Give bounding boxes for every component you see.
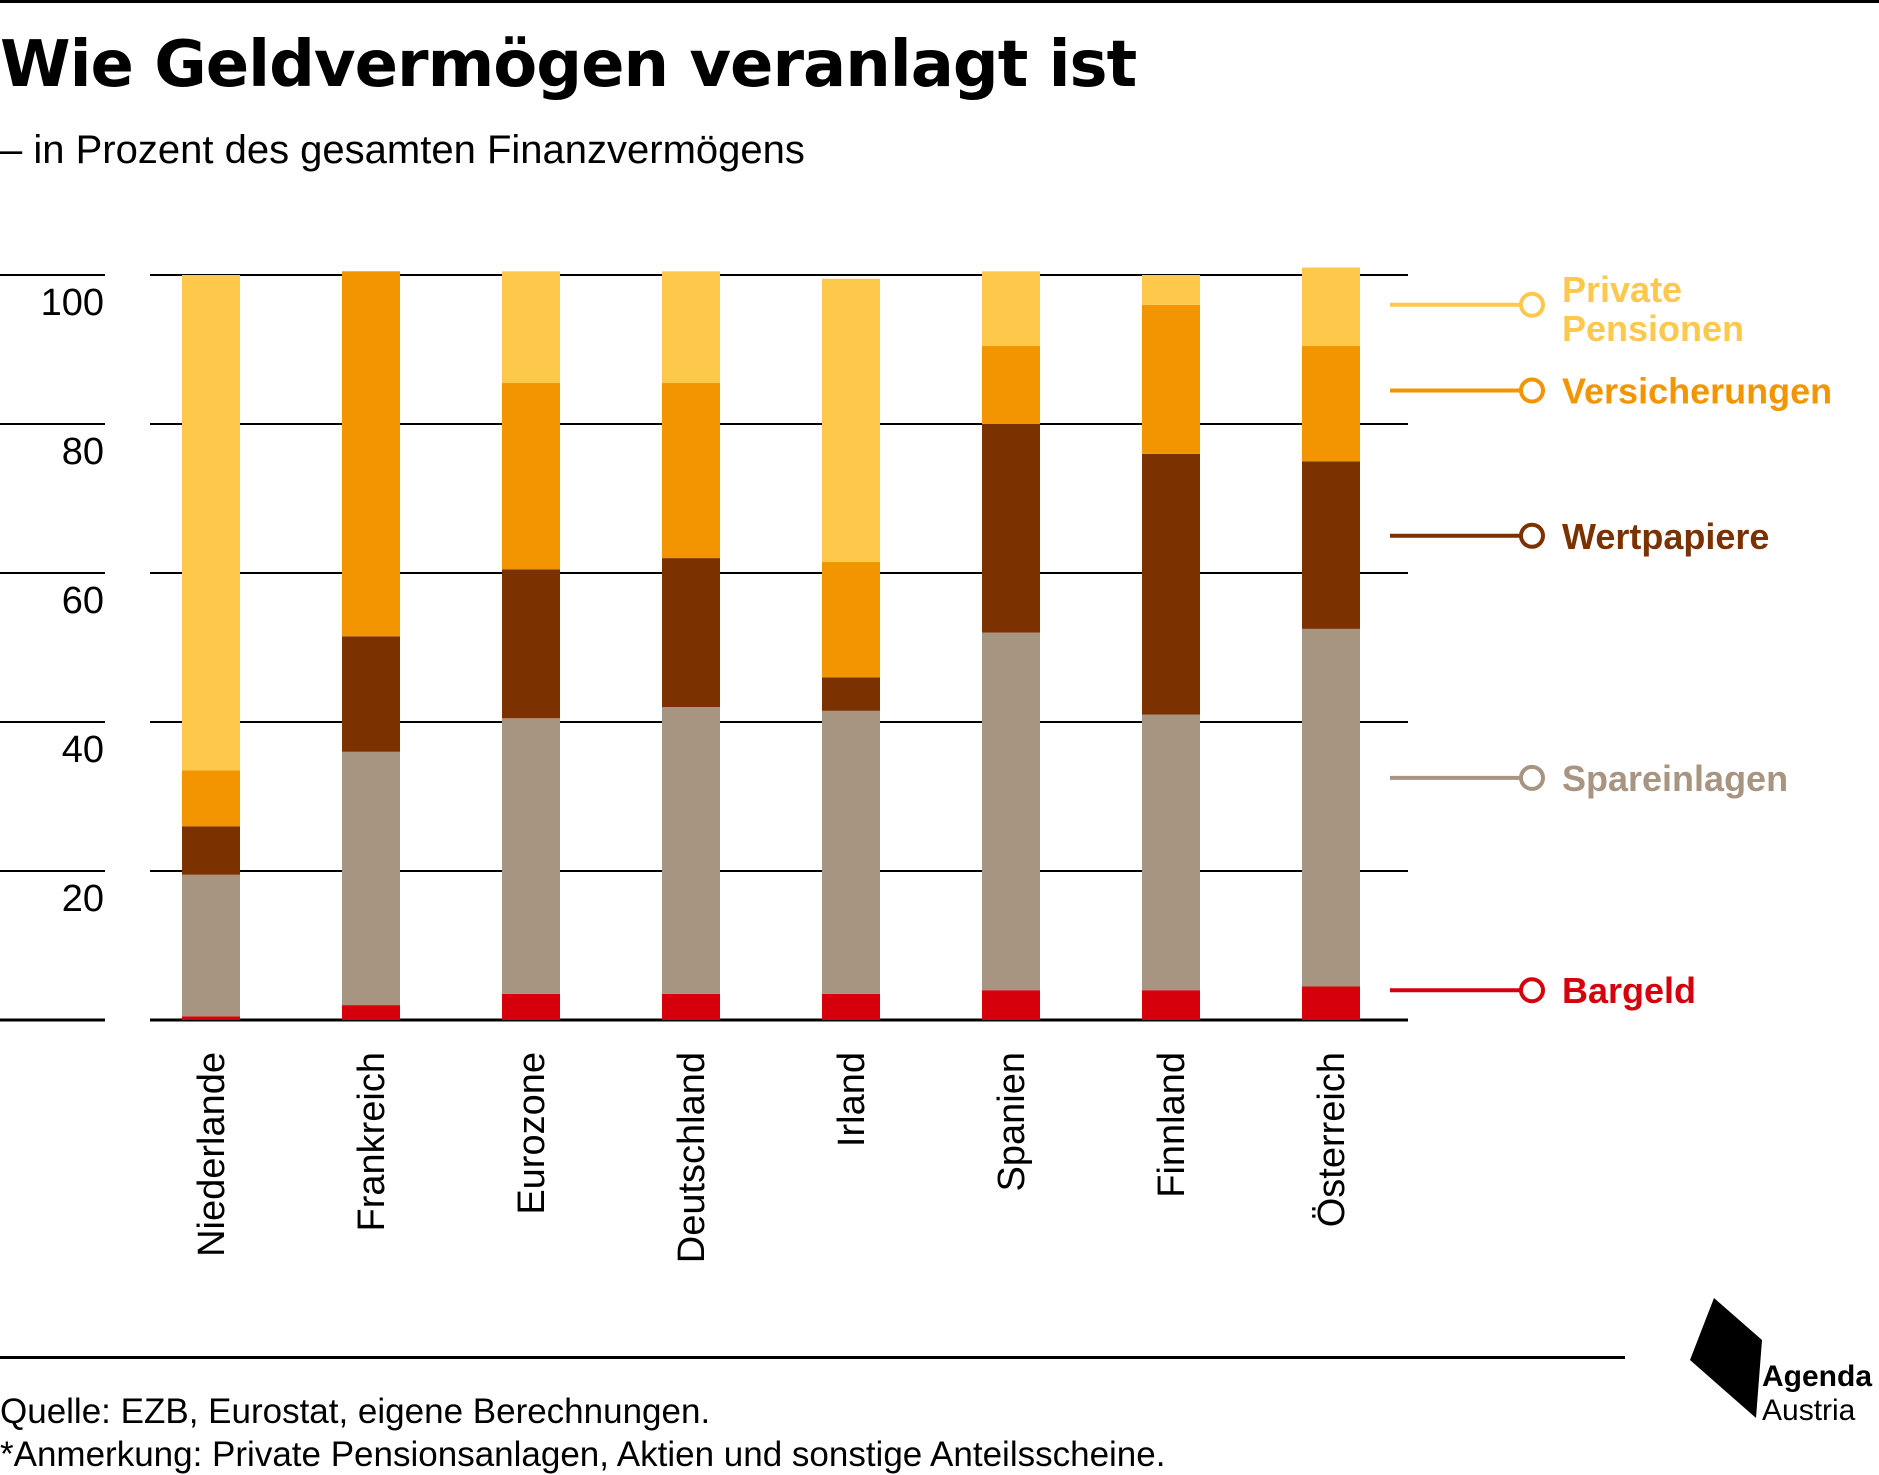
bar-segment bbox=[182, 770, 240, 827]
bar-segment bbox=[1302, 345, 1360, 462]
legend-marker bbox=[1519, 522, 1545, 549]
bar-segment bbox=[182, 874, 240, 1017]
legend-label: Private bbox=[1562, 269, 1682, 310]
footnote: *Anmerkung: Private Pensionsanlagen, Akt… bbox=[0, 1435, 1166, 1474]
bar-segment bbox=[1302, 986, 1360, 1020]
x-tick-label: Eurozone bbox=[511, 1052, 553, 1215]
bar-segment bbox=[1142, 714, 1200, 991]
x-tick-label: Österreich bbox=[1311, 1052, 1353, 1227]
y-tick-label: 40 bbox=[62, 729, 104, 771]
x-tick-label: Deutschland bbox=[671, 1052, 713, 1263]
x-tick-label: Finnland bbox=[1151, 1052, 1193, 1198]
chart-title: Wie Geldvermögen veranlagt ist bbox=[0, 28, 1137, 102]
x-tick-label: Niederlande bbox=[191, 1052, 233, 1257]
bar-segment bbox=[182, 826, 240, 875]
bar-segment bbox=[1142, 304, 1200, 454]
bar-segment bbox=[342, 751, 400, 1006]
bar-segment bbox=[982, 424, 1040, 633]
logo-name: Agenda bbox=[1762, 1360, 1873, 1393]
bar-segment bbox=[342, 271, 400, 637]
x-tick-label: Frankreich bbox=[351, 1052, 393, 1232]
bar-segment bbox=[182, 1016, 240, 1020]
y-tick-label: 20 bbox=[62, 878, 104, 920]
legend-label: Versicherungen bbox=[1562, 370, 1832, 411]
legend-marker bbox=[1519, 377, 1545, 404]
legend-label: Spareinlagen bbox=[1562, 758, 1788, 799]
bar-segment bbox=[342, 636, 400, 752]
bar-segment bbox=[662, 993, 720, 1020]
chart-subtitle: – in Prozent des gesamten Finanzvermögen… bbox=[0, 128, 805, 172]
bar-segment bbox=[822, 278, 880, 562]
bar-segment bbox=[982, 345, 1040, 424]
bar-segment bbox=[1142, 990, 1200, 1020]
bar-segment bbox=[662, 558, 720, 708]
bar-segment bbox=[662, 271, 720, 384]
agenda-austria-logo-icon bbox=[1690, 1298, 1762, 1418]
top-rule bbox=[0, 0, 1879, 3]
x-tick-label: Spanien bbox=[991, 1052, 1033, 1191]
bar-segment bbox=[982, 632, 1040, 991]
bar-segment bbox=[662, 383, 720, 559]
legend-label: Wertpapiere bbox=[1562, 516, 1769, 557]
bar-segment bbox=[1142, 453, 1200, 715]
bar-segment bbox=[982, 271, 1040, 346]
y-tick-label: 100 bbox=[41, 282, 104, 324]
legend-label: Bargeld bbox=[1562, 970, 1696, 1011]
legend-marker bbox=[1519, 764, 1545, 791]
bar-segment bbox=[822, 561, 880, 678]
source-note: Quelle: EZB, Eurostat, eigene Berechnung… bbox=[0, 1392, 711, 1431]
legend-marker bbox=[1519, 291, 1545, 318]
bar-segment bbox=[662, 707, 720, 994]
bar-segment bbox=[502, 569, 560, 719]
logo-country: Austria bbox=[1762, 1394, 1856, 1427]
bar-segment bbox=[502, 718, 560, 994]
bar-segment bbox=[822, 710, 880, 994]
bar-segment bbox=[1302, 628, 1360, 987]
stacked-bar-chart: 20 40 60 80 100 Niederlande Frankreich Eurozone… bbox=[0, 267, 1832, 1263]
bar-segment bbox=[342, 1005, 400, 1020]
bar-segment bbox=[822, 993, 880, 1020]
legend-marker bbox=[1519, 977, 1545, 1004]
footer-rule bbox=[0, 1356, 1625, 1359]
legend-label: Pensionen bbox=[1562, 308, 1744, 349]
bar-segment bbox=[1142, 275, 1200, 305]
bar-segment bbox=[1302, 461, 1360, 629]
bar-segment bbox=[502, 993, 560, 1020]
bar-segment bbox=[982, 990, 1040, 1020]
bar-segment bbox=[1302, 267, 1360, 346]
bar-segment bbox=[182, 275, 240, 771]
bar-segment bbox=[502, 383, 560, 570]
y-tick-label: 80 bbox=[62, 431, 104, 473]
bar-segment bbox=[502, 271, 560, 384]
bar-segment bbox=[822, 677, 880, 711]
x-tick-label: Irland bbox=[831, 1052, 873, 1147]
y-tick-label: 60 bbox=[62, 580, 104, 622]
